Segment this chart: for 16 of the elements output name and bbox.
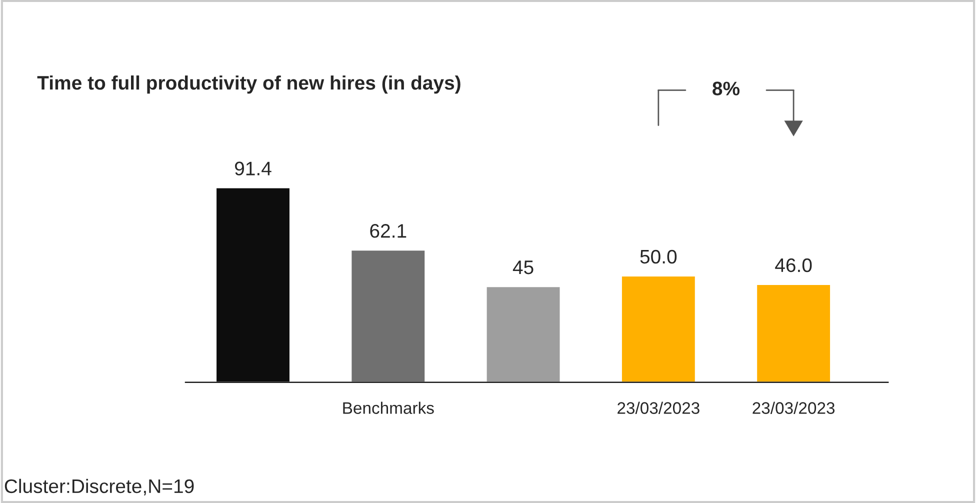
data-label: 62.1 <box>370 224 406 238</box>
x-tick-label: 23/03/2023 <box>618 402 700 414</box>
data-label: 45 <box>512 260 534 274</box>
x-tick-label: 23/03/2023 <box>752 402 835 414</box>
bar <box>756 284 832 382</box>
bar <box>215 186 291 382</box>
data-label: 50.0 <box>640 250 677 264</box>
text: 8% <box>712 82 740 96</box>
bar <box>350 249 426 382</box>
chart-title: Time to full productivity of new hires (in days) <box>37 75 460 94</box>
bar <box>485 286 562 382</box>
x-tick-label: Benchmarks <box>343 402 434 414</box>
text: Cluster:Discrete,N=19 <box>4 478 194 496</box>
bar <box>620 275 696 382</box>
data-label: 91.4 <box>235 162 272 176</box>
data-label: 46.0 <box>775 258 812 272</box>
